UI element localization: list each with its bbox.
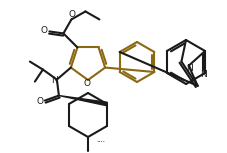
Text: O: O — [83, 78, 90, 88]
Text: N: N — [199, 69, 205, 78]
Polygon shape — [59, 96, 107, 106]
Text: O: O — [41, 26, 48, 35]
Text: N: N — [185, 64, 192, 73]
Text: N: N — [51, 76, 58, 85]
Text: O: O — [69, 10, 76, 19]
Text: O: O — [36, 97, 43, 106]
Text: ....: .... — [96, 137, 105, 143]
